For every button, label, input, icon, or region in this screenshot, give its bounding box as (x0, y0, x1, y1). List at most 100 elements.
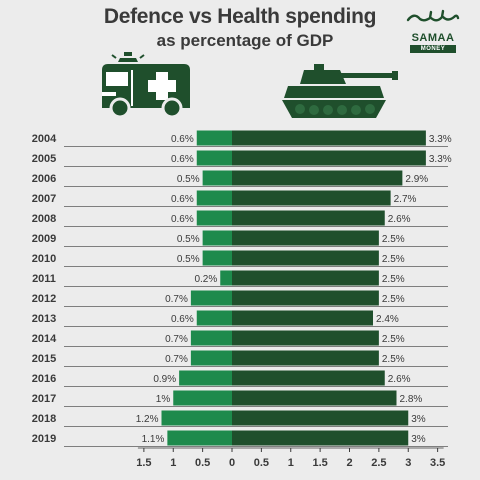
health-bar (202, 230, 232, 246)
defence-bar (232, 130, 426, 146)
x-tick-label: 0.5 (195, 457, 210, 469)
defence-value-label: 2.4% (376, 314, 399, 325)
defence-value-label: 2.6% (388, 374, 411, 385)
defence-value-label: 3.3% (429, 134, 452, 145)
x-tick-label: 2.5 (371, 457, 386, 469)
samaa-money-logo: SAMAA MONEY (404, 8, 462, 53)
defence-bar (232, 210, 385, 226)
health-value-label: 1.2% (136, 414, 159, 425)
defence-bar (232, 410, 409, 426)
health-bar (220, 270, 232, 286)
year-label: 2014 (32, 333, 57, 345)
defence-bar (232, 190, 391, 206)
chart-title: Defence vs Health spending (103, 5, 377, 28)
health-value-label: 1.1% (142, 434, 165, 445)
defence-value-label: 2.6% (388, 214, 411, 225)
health-bar (173, 390, 232, 406)
health-value-label: 0.7% (165, 294, 188, 305)
year-label: 2018 (32, 413, 56, 425)
health-value-label: 0.6% (171, 194, 194, 205)
defence-bar (232, 270, 379, 286)
x-tick-label: 0 (229, 457, 235, 469)
defence-value-label: 2.5% (382, 294, 405, 305)
year-label: 2012 (32, 293, 56, 305)
health-value-label: 0.6% (171, 154, 194, 165)
defence-bar (232, 290, 379, 306)
defence-value-label: 2.8% (400, 394, 423, 405)
logo-name: SAMAA (411, 32, 455, 44)
defence-bar (232, 170, 403, 186)
defence-bar (232, 150, 426, 166)
year-label: 2009 (32, 233, 56, 245)
defence-value-label: 3% (411, 414, 426, 425)
defence-value-label: 3.3% (429, 154, 452, 165)
year-label: 2016 (32, 373, 56, 385)
defence-value-label: 2.5% (382, 354, 405, 365)
health-value-label: 0.6% (171, 134, 194, 145)
x-tick-label: 1.5 (136, 457, 151, 469)
defence-bar (232, 390, 397, 406)
health-bar (196, 310, 232, 326)
defence-bar (232, 350, 379, 366)
defence-value-label: 2.5% (382, 274, 405, 285)
defence-bar (232, 370, 385, 386)
defence-value-label: 2.5% (382, 234, 405, 245)
year-label: 2008 (32, 213, 56, 225)
year-label: 2017 (32, 393, 56, 405)
health-value-label: 0.6% (171, 214, 194, 225)
health-bar (179, 370, 232, 386)
health-value-label: 0.7% (165, 354, 188, 365)
x-tick-label: 0.5 (254, 457, 269, 469)
health-bar (167, 430, 232, 446)
logo-sub: MONEY (410, 45, 456, 53)
health-value-label: 0.2% (194, 274, 217, 285)
health-value-label: 0.5% (177, 254, 200, 265)
health-bar (196, 130, 232, 146)
year-label: 2013 (32, 313, 56, 325)
x-tick-label: 1.5 (312, 457, 327, 469)
health-bar (202, 170, 232, 186)
year-label: 2015 (32, 353, 56, 365)
x-tick-label: 1 (288, 457, 294, 469)
year-label: 2004 (32, 133, 57, 145)
defence-bar (232, 230, 379, 246)
defence-bar (232, 250, 379, 266)
health-value-label: 0.7% (165, 334, 188, 345)
health-bar (161, 410, 232, 426)
health-bar (196, 190, 232, 206)
health-bar (202, 250, 232, 266)
year-label: 2007 (32, 193, 56, 205)
title-block: Defence vs Health spending as percentage… (0, 4, 480, 52)
defence-value-label: 2.7% (394, 194, 417, 205)
health-bar (196, 150, 232, 166)
x-tick-label: 3 (405, 457, 411, 469)
tank-icon (280, 62, 400, 129)
year-label: 2010 (32, 253, 56, 265)
health-value-label: 1% (156, 394, 171, 405)
health-value-label: 0.9% (153, 374, 176, 385)
ambulance-icon (98, 52, 194, 123)
defence-bar (232, 430, 409, 446)
health-bar (190, 290, 232, 306)
logo-script-mark (406, 9, 460, 22)
health-bar (190, 330, 232, 346)
defence-value-label: 2.5% (382, 334, 405, 345)
defence-value-label: 2.5% (382, 254, 405, 265)
x-tick-label: 1 (170, 457, 176, 469)
chart-subtitle: as percentage of GDP (156, 31, 334, 50)
defence-value-label: 2.9% (405, 174, 428, 185)
health-bar (196, 210, 232, 226)
x-tick-label: 2 (346, 457, 352, 469)
defence-value-label: 3% (411, 434, 426, 445)
health-value-label: 0.5% (177, 174, 200, 185)
year-label: 2019 (32, 433, 56, 445)
defence-bar (232, 330, 379, 346)
health-bar (190, 350, 232, 366)
defence-bar (232, 310, 373, 326)
year-label: 2005 (32, 153, 56, 165)
health-value-label: 0.6% (171, 314, 194, 325)
x-tick-label: 3.5 (430, 457, 445, 469)
year-label: 2011 (32, 273, 56, 285)
year-label: 2006 (32, 173, 56, 185)
